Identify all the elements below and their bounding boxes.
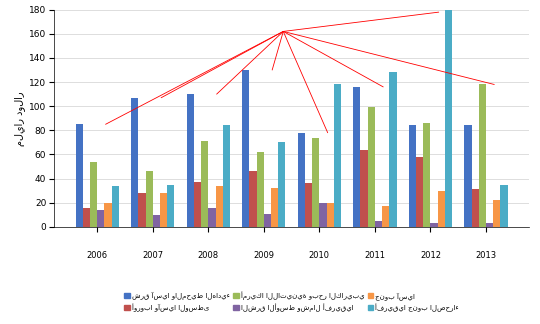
Bar: [464, 125, 471, 227]
Bar: [430, 223, 437, 227]
Bar: [327, 203, 334, 227]
Bar: [167, 185, 174, 227]
Bar: [486, 223, 493, 227]
Bar: [409, 125, 416, 227]
Bar: [208, 207, 215, 227]
Bar: [242, 70, 249, 227]
Bar: [131, 98, 138, 227]
Bar: [104, 203, 112, 227]
Bar: [305, 183, 312, 227]
Bar: [278, 142, 286, 227]
Bar: [160, 193, 167, 227]
Bar: [222, 125, 230, 227]
Bar: [97, 210, 104, 227]
Bar: [471, 190, 479, 227]
Bar: [146, 171, 153, 227]
Bar: [361, 150, 368, 227]
Y-axis label: مليار دولار: مليار دولار: [14, 91, 25, 145]
Bar: [90, 162, 97, 227]
Bar: [334, 85, 341, 227]
Bar: [215, 186, 222, 227]
Bar: [319, 203, 327, 227]
Bar: [312, 138, 319, 227]
Bar: [501, 185, 508, 227]
Bar: [416, 157, 423, 227]
Bar: [368, 108, 375, 227]
Bar: [389, 73, 396, 227]
Legend: شرق آسيا والمحيط الهاديء, أوروبا وآسيا الوسطى, أمريكا اللاتينية وبحر الكاريبي, ا: شرق آسيا والمحيط الهاديء, أوروبا وآسيا ا…: [124, 291, 459, 312]
Bar: [271, 188, 278, 227]
Bar: [194, 182, 201, 227]
Bar: [76, 124, 83, 227]
Bar: [423, 123, 430, 227]
Bar: [493, 200, 501, 227]
Bar: [437, 191, 445, 227]
Bar: [479, 85, 486, 227]
Bar: [201, 141, 208, 227]
Bar: [264, 214, 271, 227]
Bar: [445, 0, 452, 227]
Bar: [153, 215, 160, 227]
Bar: [138, 193, 146, 227]
Bar: [112, 186, 119, 227]
Bar: [353, 87, 361, 227]
Bar: [256, 152, 264, 227]
Bar: [83, 207, 90, 227]
Bar: [187, 94, 194, 227]
Bar: [382, 206, 389, 227]
Bar: [298, 133, 305, 227]
Bar: [249, 171, 256, 227]
Bar: [375, 221, 382, 227]
